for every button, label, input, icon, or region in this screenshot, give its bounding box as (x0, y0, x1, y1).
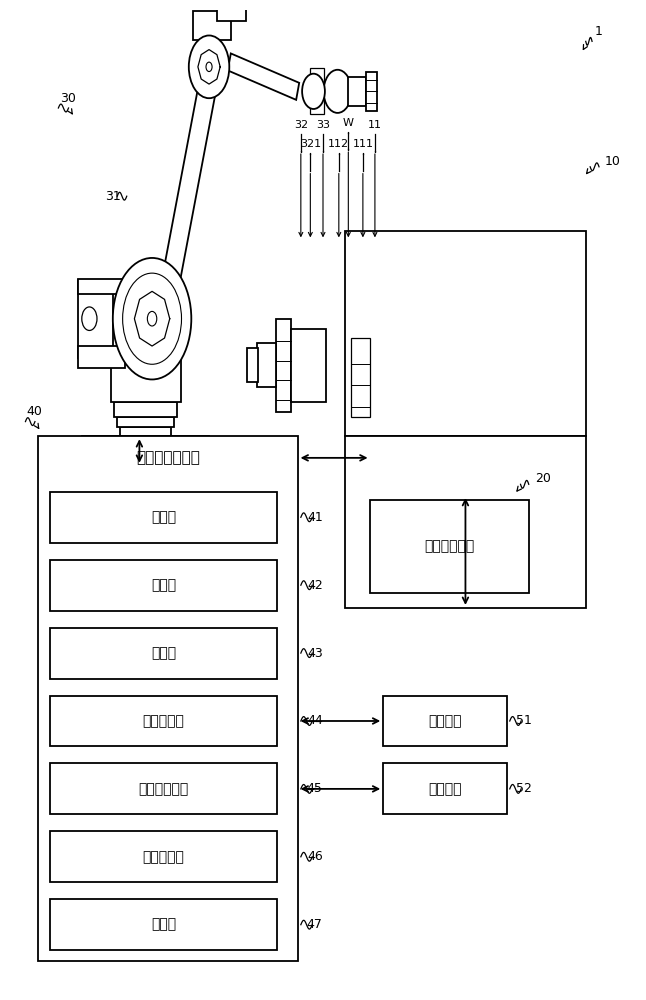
Bar (38, 436, 298, 961)
Circle shape (206, 62, 212, 72)
Bar (345, 436, 586, 608)
Bar (217, 0, 245, 21)
Text: 46: 46 (307, 850, 322, 863)
Text: 1: 1 (594, 25, 602, 38)
Text: 执行控制部: 执行控制部 (143, 714, 184, 728)
Text: 显示装置: 显示装置 (428, 714, 462, 728)
Circle shape (147, 311, 157, 326)
Text: 误差修正部: 误差修正部 (143, 850, 184, 864)
Bar (78, 279, 135, 294)
Bar (291, 328, 326, 402)
Bar (78, 280, 113, 358)
Bar (50, 628, 277, 679)
Bar (50, 763, 277, 814)
Text: 47: 47 (307, 918, 323, 931)
Text: 30: 30 (60, 92, 76, 105)
Bar (83, 436, 209, 466)
Text: 111: 111 (352, 139, 373, 149)
Bar (351, 338, 371, 417)
Bar (50, 492, 277, 543)
Bar (256, 343, 276, 387)
Text: 40: 40 (26, 405, 43, 418)
Text: 51: 51 (516, 714, 532, 727)
Text: 存储部: 存储部 (151, 578, 176, 592)
Text: 44: 44 (307, 714, 322, 727)
Bar (348, 77, 366, 106)
Bar (370, 500, 528, 593)
Text: 输入装置: 输入装置 (428, 782, 462, 796)
Circle shape (302, 74, 325, 109)
Text: 41: 41 (307, 511, 322, 524)
Text: 10: 10 (605, 155, 621, 168)
Text: 通信部: 通信部 (151, 510, 176, 524)
Circle shape (113, 258, 191, 379)
Bar (345, 231, 586, 436)
Text: 32: 32 (294, 120, 308, 130)
Text: 力觉值取得部: 力觉值取得部 (138, 782, 189, 796)
Text: 52: 52 (516, 782, 532, 795)
Bar (310, 68, 324, 114)
Bar (383, 696, 506, 746)
Bar (78, 346, 125, 368)
Bar (111, 358, 180, 402)
Text: 20: 20 (535, 472, 551, 485)
Bar (50, 831, 277, 882)
Text: 112: 112 (328, 139, 349, 149)
Bar (193, 11, 231, 40)
Polygon shape (163, 75, 218, 280)
Bar (50, 560, 277, 611)
Circle shape (123, 273, 182, 364)
Text: W: W (343, 118, 354, 128)
Text: 321: 321 (300, 139, 321, 149)
Bar (247, 348, 258, 382)
Bar (383, 763, 506, 814)
Bar (50, 899, 277, 950)
Text: 45: 45 (307, 782, 323, 795)
Text: 数值控制装置: 数值控制装置 (424, 540, 475, 554)
Bar (120, 427, 171, 436)
Polygon shape (228, 53, 299, 100)
Text: 31: 31 (105, 190, 120, 203)
Bar (118, 417, 174, 426)
Bar (275, 319, 291, 412)
Text: 机器人控制装置: 机器人控制装置 (136, 450, 200, 465)
Circle shape (82, 307, 97, 330)
Circle shape (324, 70, 351, 113)
Text: 42: 42 (307, 579, 322, 592)
Text: 11: 11 (368, 120, 382, 130)
Bar (50, 696, 277, 746)
Circle shape (189, 35, 229, 98)
Text: 33: 33 (316, 120, 330, 130)
Text: 模拟部: 模拟部 (151, 918, 176, 932)
Bar (114, 402, 178, 417)
Text: 43: 43 (307, 647, 322, 660)
Text: 示教部: 示教部 (151, 646, 176, 660)
Bar (366, 72, 377, 111)
